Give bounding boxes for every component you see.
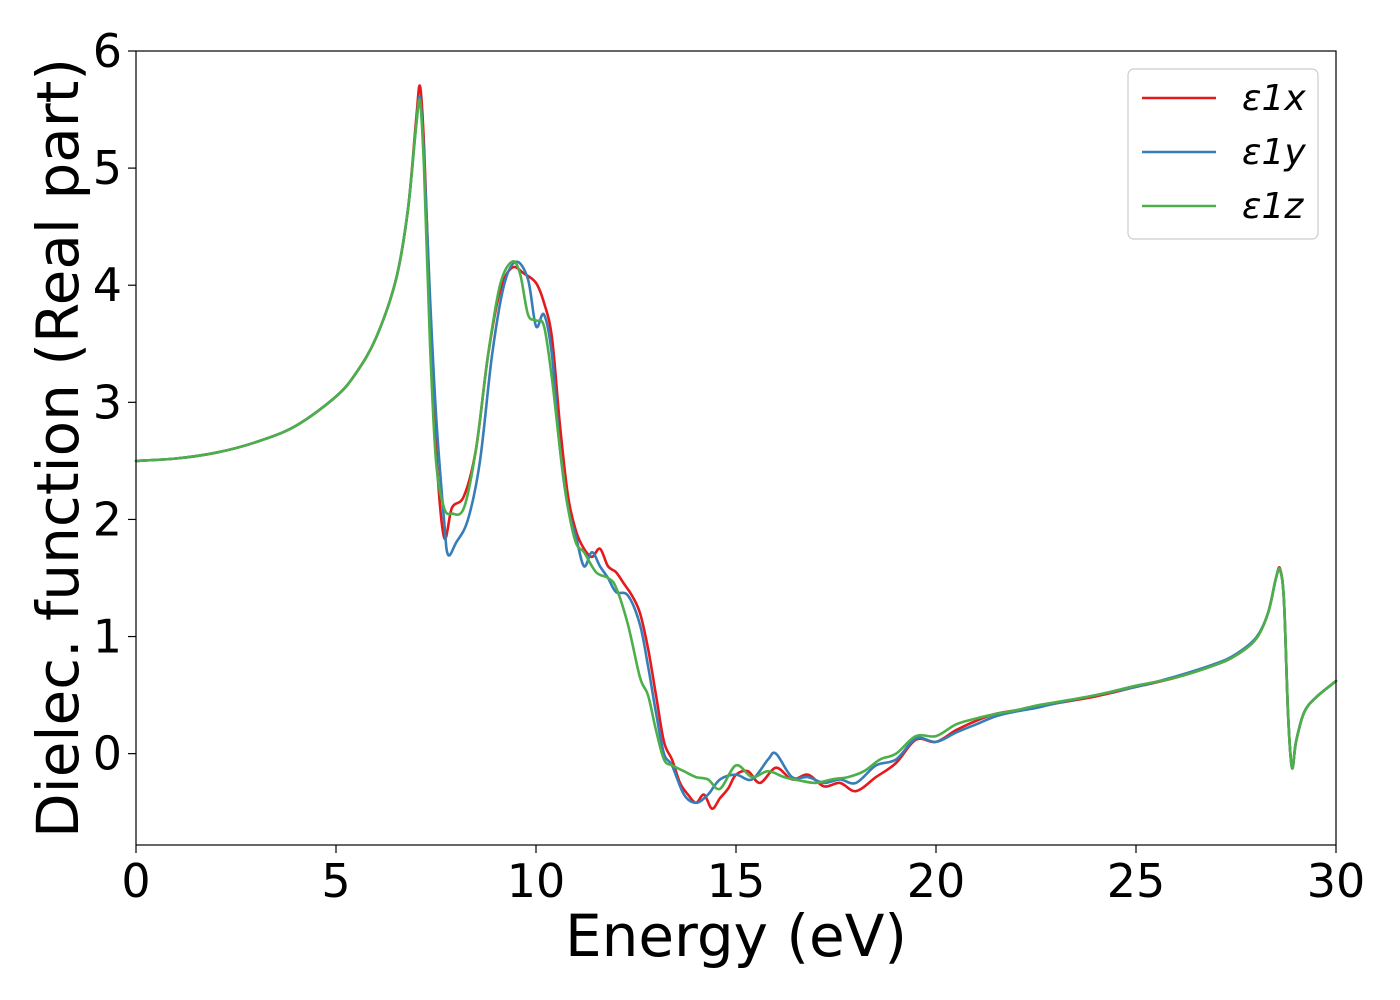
series-lines xyxy=(134,84,1338,810)
legend-label-0: ε1x xyxy=(1242,78,1306,119)
legend-box xyxy=(1127,68,1319,240)
y-axis-title: Dielec. function (Real part) xyxy=(24,58,92,838)
x-axis-title: Energy (eV) xyxy=(565,902,907,970)
x-tick-label: 0 xyxy=(121,854,150,908)
legend-label-2: ε1z xyxy=(1242,186,1304,227)
x-tick-label: 25 xyxy=(1107,854,1166,908)
y-tick-label: 3 xyxy=(93,375,122,429)
x-tick-label: 30 xyxy=(1307,854,1366,908)
legend-label-1: ε1y xyxy=(1242,132,1306,173)
x-tick-label: 15 xyxy=(707,854,766,908)
y-tick-label: 4 xyxy=(93,258,122,312)
y-tick-label: 1 xyxy=(93,610,122,664)
y-tick-label: 5 xyxy=(93,141,122,195)
y-axis-ticks: 0 1 2 3 4 5 6 xyxy=(93,24,136,781)
x-tick-label: 10 xyxy=(507,854,566,908)
x-tick-label: 5 xyxy=(321,854,350,908)
x-tick-label: 20 xyxy=(907,854,966,908)
y-tick-label: 0 xyxy=(93,727,122,781)
series-line-2 xyxy=(134,98,1338,791)
x-axis-ticks: 0 5 10 15 20 25 30 xyxy=(121,845,1365,908)
y-tick-label: 6 xyxy=(93,24,122,78)
legend: ε1x ε1y ε1z xyxy=(1127,68,1319,240)
y-tick-label: 2 xyxy=(93,492,122,546)
